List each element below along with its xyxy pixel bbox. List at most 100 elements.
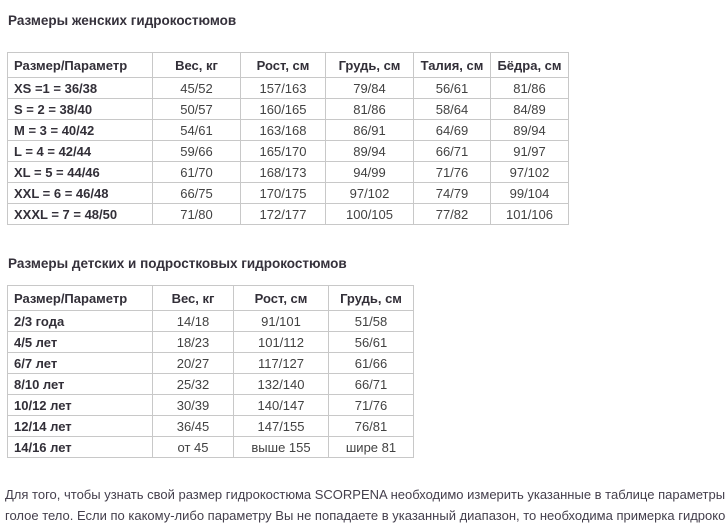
size-cell: 81/86: [325, 98, 414, 120]
size-cell: 165/170: [240, 140, 326, 162]
size-cell: 97/102: [325, 182, 414, 204]
size-cell: 117/127: [233, 352, 329, 374]
table-row: 8/10 лет 25/32 132/140 66/71: [7, 373, 414, 395]
size-cell: 170/175: [240, 182, 326, 204]
table-row: 12/14 лет 36/45 147/155 76/81: [7, 415, 414, 437]
size-cell: 163/168: [240, 119, 326, 141]
size-cell: 100/105: [325, 203, 414, 225]
table-header-row: Размер/Параметр Вес, кг Рост, см Грудь, см Т…: [7, 52, 569, 78]
table-row: 2/3 года 14/18 91/101 51/58: [7, 310, 414, 332]
size-cell: 66/71: [413, 140, 491, 162]
row-label: 2/3 года: [7, 310, 153, 332]
size-cell: 64/69: [413, 119, 491, 141]
women-sizes-table: Размер/Параметр Вес, кг Рост, см Грудь, см Т…: [7, 52, 569, 225]
column-header: Вес, кг: [152, 52, 241, 78]
size-cell: 36/45: [152, 415, 234, 437]
size-cell: 91/101: [233, 310, 329, 332]
size-cell: 168/173: [240, 161, 326, 183]
size-cell: 84/89: [490, 98, 569, 120]
table-row: S = 2 = 38/40 50/57 160/165 81/86 58/64 84/89: [7, 98, 569, 120]
size-cell: от 45: [152, 436, 234, 458]
size-cell: 101/106: [490, 203, 569, 225]
size-cell: 45/52: [152, 77, 241, 99]
size-cell: 157/163: [240, 77, 326, 99]
size-cell: 76/81: [328, 415, 414, 437]
size-cell: 50/57: [152, 98, 241, 120]
size-cell: 89/94: [325, 140, 414, 162]
table-row: 6/7 лет 20/27 117/127 61/66: [7, 352, 414, 374]
column-header: Размер/Параметр: [7, 52, 153, 78]
women-sizes-title: Размеры женских гидрокостюмов: [8, 13, 237, 28]
row-label: S = 2 = 38/40: [7, 98, 153, 120]
size-cell: 25/32: [152, 373, 234, 395]
row-label: 10/12 лет: [7, 394, 153, 416]
kids-sizes-table: Размер/Параметр Вес, кг Рост, см Грудь, см 2…: [7, 285, 414, 458]
column-header: Грудь, см: [325, 52, 414, 78]
row-label: XL = 5 = 44/46: [7, 161, 153, 183]
size-cell: 101/112: [233, 331, 329, 353]
row-label: XXXL = 7 = 48/50: [7, 203, 153, 225]
table-row: M = 3 = 40/42 54/61 163/168 86/91 64/69 89/94: [7, 119, 569, 141]
column-header: Размер/Параметр: [7, 285, 153, 311]
size-cell: 132/140: [233, 373, 329, 395]
size-cell: 54/61: [152, 119, 241, 141]
table-row: L = 4 = 42/44 59/66 165/170 89/94 66/71 91/97: [7, 140, 569, 162]
column-header: Рост, см: [233, 285, 329, 311]
table-row: XS =1 = 36/38 45/52 157/163 79/84 56/61 81/86: [7, 77, 569, 99]
row-label: L = 4 = 42/44: [7, 140, 153, 162]
table-row: XXL = 6 = 46/48 66/75 170/175 97/102 74/79 99…: [7, 182, 569, 204]
size-cell: 71/80: [152, 203, 241, 225]
size-cell: 81/86: [490, 77, 569, 99]
size-cell: 147/155: [233, 415, 329, 437]
measurement-note: Для того, чтобы узнать свой размер гидро…: [5, 484, 726, 526]
row-label: 8/10 лет: [7, 373, 153, 395]
size-cell: 51/58: [328, 310, 414, 332]
size-cell: 61/70: [152, 161, 241, 183]
table-row: XL = 5 = 44/46 61/70 168/173 94/99 71/76 97/1…: [7, 161, 569, 183]
row-label: 14/16 лет: [7, 436, 153, 458]
size-cell: 58/64: [413, 98, 491, 120]
size-cell: 91/97: [490, 140, 569, 162]
size-cell: 140/147: [233, 394, 329, 416]
row-label: M = 3 = 40/42: [7, 119, 153, 141]
size-cell: 79/84: [325, 77, 414, 99]
size-cell: 66/71: [328, 373, 414, 395]
table-row: XXXL = 7 = 48/50 71/80 172/177 100/105 77/82…: [7, 203, 569, 225]
table-row: 14/16 лет от 45 выше 155 шире 81: [7, 436, 414, 458]
size-cell: 56/61: [413, 77, 491, 99]
measurement-note-line: голое тело. Если по какому-либо параметр…: [5, 508, 726, 523]
column-header: Рост, см: [240, 52, 326, 78]
size-cell: 77/82: [413, 203, 491, 225]
size-cell: 66/75: [152, 182, 241, 204]
size-cell: 20/27: [152, 352, 234, 374]
column-header: Вес, кг: [152, 285, 234, 311]
size-cell: 89/94: [490, 119, 569, 141]
row-label: 6/7 лет: [7, 352, 153, 374]
size-cell: 30/39: [152, 394, 234, 416]
kids-sizes-title: Размеры детских и подростковых гидрокост…: [8, 256, 347, 271]
size-cell: шире 81: [328, 436, 414, 458]
size-cell: 14/18: [152, 310, 234, 332]
size-cell: выше 155: [233, 436, 329, 458]
row-label: 12/14 лет: [7, 415, 153, 437]
column-header: Бёдра, см: [490, 52, 569, 78]
size-cell: 172/177: [240, 203, 326, 225]
column-header: Талия, см: [413, 52, 491, 78]
row-label: XXL = 6 = 46/48: [7, 182, 153, 204]
size-cell: 74/79: [413, 182, 491, 204]
size-cell: 71/76: [328, 394, 414, 416]
size-cell: 99/104: [490, 182, 569, 204]
size-cell: 56/61: [328, 331, 414, 353]
size-cell: 94/99: [325, 161, 414, 183]
table-row: 10/12 лет 30/39 140/147 71/76: [7, 394, 414, 416]
size-cell: 71/76: [413, 161, 491, 183]
table-row: 4/5 лет 18/23 101/112 56/61: [7, 331, 414, 353]
size-cell: 86/91: [325, 119, 414, 141]
row-label: XS =1 = 36/38: [7, 77, 153, 99]
size-cell: 97/102: [490, 161, 569, 183]
measurement-note-line: Для того, чтобы узнать свой размер гидро…: [5, 487, 726, 502]
size-cell: 18/23: [152, 331, 234, 353]
column-header: Грудь, см: [328, 285, 414, 311]
row-label: 4/5 лет: [7, 331, 153, 353]
